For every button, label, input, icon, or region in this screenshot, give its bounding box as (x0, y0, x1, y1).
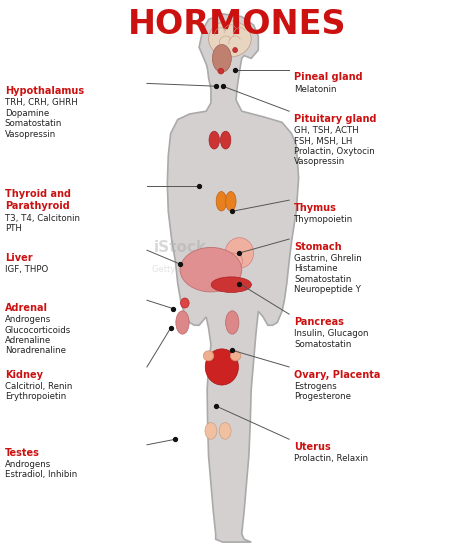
Ellipse shape (225, 237, 254, 268)
Text: Adrenal: Adrenal (5, 303, 48, 313)
Text: Testes: Testes (5, 448, 40, 458)
Ellipse shape (224, 253, 243, 270)
Text: Pineal gland: Pineal gland (294, 72, 363, 82)
PathPatch shape (167, 14, 299, 542)
Ellipse shape (226, 311, 239, 334)
Text: Hypothalamus: Hypothalamus (5, 86, 84, 96)
Ellipse shape (212, 44, 231, 72)
Text: Thymus: Thymus (294, 203, 337, 213)
Text: Stomach: Stomach (294, 242, 341, 252)
Text: Insulin, Glucagon
Somatostatin: Insulin, Glucagon Somatostatin (294, 329, 368, 349)
Text: GH, TSH, ACTH
FSH, MSH, LH
Prolactin, Oxytocin
Vasopressin: GH, TSH, ACTH FSH, MSH, LH Prolactin, Ox… (294, 126, 374, 166)
Text: Thyroid and
Parathyroid: Thyroid and Parathyroid (5, 189, 71, 211)
Ellipse shape (205, 349, 238, 385)
Ellipse shape (209, 21, 251, 57)
Text: TRH, CRH, GHRH
Dopamine
Somatostatin
Vasopressin: TRH, CRH, GHRH Dopamine Somatostatin Vas… (5, 98, 77, 138)
Ellipse shape (180, 247, 242, 292)
Text: Liver: Liver (5, 253, 32, 263)
Text: Androgens
Glucocorticoids
Adrenaline
Noradrenaline: Androgens Glucocorticoids Adrenaline Nor… (5, 315, 71, 355)
Text: Uterus: Uterus (294, 442, 331, 452)
Text: Pituitary gland: Pituitary gland (294, 114, 376, 124)
Text: Kidney: Kidney (5, 370, 43, 380)
Text: T3, T4, Calcitonin
PTH: T3, T4, Calcitonin PTH (5, 214, 80, 233)
Ellipse shape (211, 277, 251, 292)
Ellipse shape (205, 423, 217, 439)
Text: Pancreas: Pancreas (294, 317, 344, 327)
Text: Getty Images: Getty Images (152, 265, 209, 274)
Text: IGF, THPO: IGF, THPO (5, 265, 48, 274)
Text: Calcitriol, Renin
Erythropoietin: Calcitriol, Renin Erythropoietin (5, 382, 72, 401)
Ellipse shape (181, 298, 189, 308)
Ellipse shape (220, 131, 231, 149)
Text: Ovary, Placenta: Ovary, Placenta (294, 370, 380, 380)
Text: Gastrin, Ghrelin
Histamine
Somatostatin
Neuropeptide Y: Gastrin, Ghrelin Histamine Somatostatin … (294, 254, 362, 294)
Ellipse shape (209, 131, 219, 149)
Text: Melatonin: Melatonin (294, 85, 337, 93)
Text: Thymopoietin: Thymopoietin (294, 215, 353, 224)
Ellipse shape (216, 191, 227, 211)
Ellipse shape (218, 68, 224, 74)
Text: Estrogens
Progesterone: Estrogens Progesterone (294, 382, 351, 401)
Ellipse shape (219, 423, 231, 439)
Ellipse shape (233, 47, 237, 52)
Text: Androgens
Estradiol, Inhibin: Androgens Estradiol, Inhibin (5, 460, 77, 479)
Ellipse shape (176, 311, 189, 334)
Ellipse shape (203, 351, 214, 361)
Ellipse shape (226, 191, 236, 211)
Text: HORMONES: HORMONES (128, 8, 346, 41)
Text: Prolactin, Relaxin: Prolactin, Relaxin (294, 454, 368, 463)
Text: iStock: iStock (154, 240, 207, 255)
Ellipse shape (230, 351, 241, 361)
